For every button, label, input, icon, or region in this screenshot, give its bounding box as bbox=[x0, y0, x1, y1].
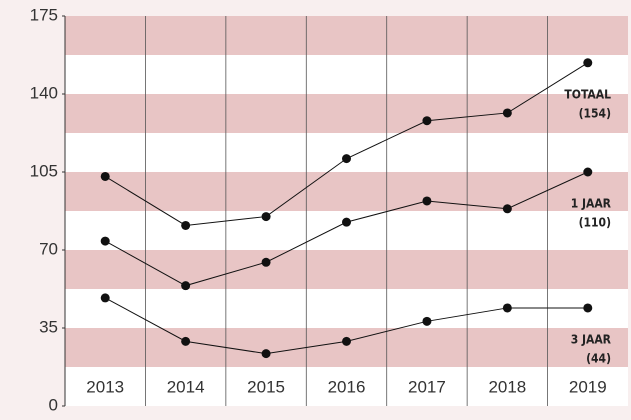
band bbox=[65, 172, 628, 211]
series-label: 1 JAAR bbox=[571, 197, 612, 211]
x-tick-label: 2016 bbox=[328, 377, 366, 396]
y-tick-label: 35 bbox=[39, 317, 58, 336]
data-point bbox=[502, 108, 512, 118]
data-point bbox=[100, 171, 110, 181]
y-tick-label: 175 bbox=[30, 5, 58, 24]
x-tick-label: 2015 bbox=[247, 377, 285, 396]
data-point bbox=[261, 257, 271, 267]
data-point bbox=[100, 293, 110, 303]
data-point bbox=[261, 212, 271, 222]
data-point bbox=[422, 316, 432, 326]
data-point bbox=[583, 167, 593, 177]
y-tick-label: 105 bbox=[30, 161, 58, 180]
band bbox=[65, 250, 628, 289]
x-tick-label: 2017 bbox=[408, 377, 446, 396]
data-point bbox=[342, 154, 351, 164]
data-point bbox=[261, 349, 271, 359]
data-point bbox=[181, 220, 191, 230]
series-annotation: (154) bbox=[579, 106, 611, 120]
data-point bbox=[583, 303, 593, 313]
band bbox=[65, 328, 628, 367]
series-annotation: (110) bbox=[579, 216, 611, 230]
data-point bbox=[502, 303, 512, 313]
x-tick-label: 2019 bbox=[569, 377, 607, 396]
x-tick-label: 2018 bbox=[488, 377, 526, 396]
data-point bbox=[181, 281, 191, 291]
data-point bbox=[342, 217, 351, 227]
data-point bbox=[422, 116, 432, 126]
data-point bbox=[181, 336, 191, 346]
y-tick-label: 0 bbox=[49, 395, 58, 414]
data-point bbox=[583, 58, 593, 68]
data-point bbox=[342, 336, 351, 346]
data-point bbox=[502, 204, 512, 214]
data-point bbox=[100, 236, 110, 246]
data-point bbox=[422, 196, 432, 206]
series-label: TOTAAL bbox=[564, 87, 611, 101]
series-label: 3 JAAR bbox=[571, 332, 612, 346]
band bbox=[65, 94, 628, 133]
y-tick-label: 140 bbox=[30, 83, 58, 102]
y-tick-label: 70 bbox=[39, 239, 58, 258]
series-annotation: (44) bbox=[586, 351, 611, 365]
band bbox=[65, 16, 628, 55]
x-tick-label: 2014 bbox=[167, 377, 205, 396]
x-tick-label: 2013 bbox=[86, 377, 124, 396]
